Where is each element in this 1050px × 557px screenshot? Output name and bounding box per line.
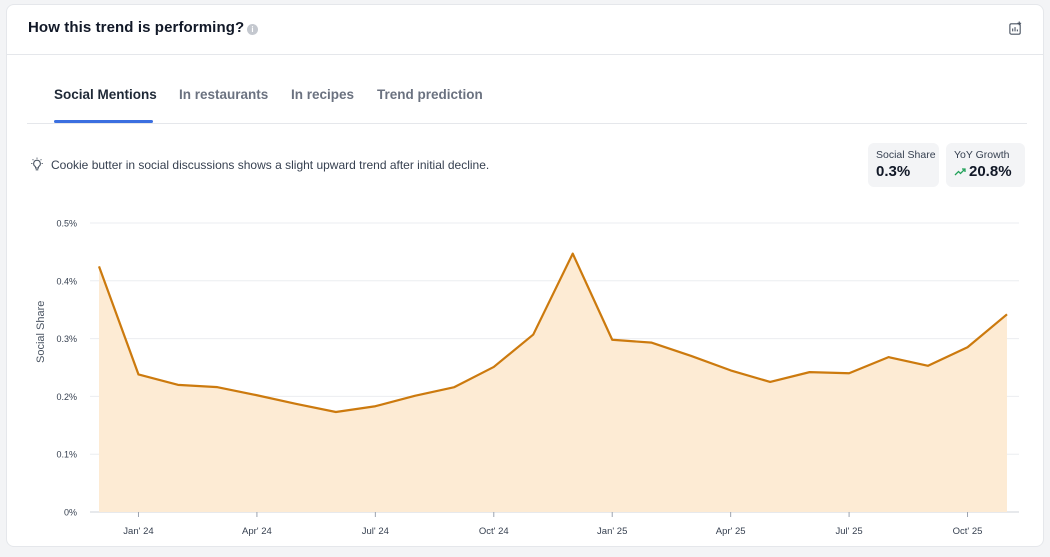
tab-bar: Social Mentions In restaurants In recipe…: [27, 55, 1027, 124]
data-point: [729, 368, 733, 372]
data-point: [847, 371, 851, 375]
data-point: [926, 364, 930, 368]
data-point: [768, 380, 772, 384]
x-tick-label: Oct' 24: [479, 526, 509, 537]
trend-performance-card: How this trend is performing? i Social M…: [6, 4, 1044, 547]
data-point: [176, 383, 180, 387]
data-point: [650, 341, 654, 345]
yoy-growth-metric: YoY Growth 20.8%: [946, 143, 1025, 187]
data-point: [492, 365, 496, 369]
social-share-chart: 0% 0.1% 0.2% 0.3% 0.4% 0.5% Jan' 24 Apr' 24 Jul'…: [56, 219, 1019, 537]
x-tick-label: Jan' 25: [597, 526, 627, 537]
y-tick-label: 0.5%: [56, 219, 77, 229]
yoy-growth-label: YoY Growth: [954, 149, 1010, 161]
x-tick-label: Jul' 24: [362, 526, 389, 537]
data-point: [452, 385, 456, 389]
y-tick-label: 0.1%: [56, 450, 77, 460]
yoy-growth-value-row: 20.8%: [954, 163, 1017, 180]
tab-in-recipes[interactable]: In recipes: [291, 87, 355, 102]
data-point: [373, 404, 377, 408]
y-tick-label: 0.3%: [56, 334, 77, 344]
lightbulb-icon: [31, 157, 43, 171]
tab-in-restaurants[interactable]: In restaurants: [179, 87, 269, 102]
data-point: [1005, 312, 1009, 316]
area-fill: [99, 253, 1007, 512]
chart-export-icon[interactable]: [1008, 21, 1023, 36]
card-title: How this trend is performing?: [28, 19, 245, 36]
trend-up-icon: [954, 168, 966, 176]
data-point: [215, 385, 219, 389]
data-point: [255, 393, 259, 397]
data-point: [689, 354, 693, 358]
data-point: [97, 264, 101, 268]
data-point: [966, 345, 970, 349]
active-tab-indicator: [54, 120, 153, 123]
series-line: [97, 252, 1008, 414]
data-point: [808, 370, 812, 374]
info-icon[interactable]: i: [247, 24, 258, 35]
social-share-label: Social Share: [876, 149, 936, 161]
data-point: [887, 355, 891, 359]
insight-text: Cookie butter in social discussions show…: [51, 158, 490, 172]
y-tick-label: 0%: [64, 508, 77, 518]
x-tick-label: Apr' 24: [242, 526, 272, 537]
social-share-value: 0.3%: [876, 163, 911, 180]
social-share-metric: Social Share 0.3%: [868, 143, 939, 187]
tab-social-mentions[interactable]: Social Mentions: [54, 87, 157, 102]
data-point: [610, 338, 614, 342]
x-tick-label: Jul' 25: [836, 526, 863, 537]
data-point: [334, 410, 338, 414]
x-tick-label: Jan' 24: [123, 526, 153, 537]
data-point: [136, 372, 140, 376]
data-point: [571, 252, 575, 256]
yoy-growth-value: 20.8%: [969, 163, 1012, 180]
x-tick-label: Oct' 25: [953, 526, 983, 537]
data-point: [294, 402, 298, 406]
y-tick-label: 0.4%: [56, 276, 77, 286]
data-point: [413, 394, 417, 398]
card-header: How this trend is performing? i: [7, 5, 1043, 55]
y-tick-label: 0.2%: [56, 392, 77, 402]
tab-trend-prediction[interactable]: Trend prediction: [377, 87, 483, 102]
data-point: [531, 333, 535, 337]
x-tick-label: Apr' 25: [716, 526, 746, 537]
